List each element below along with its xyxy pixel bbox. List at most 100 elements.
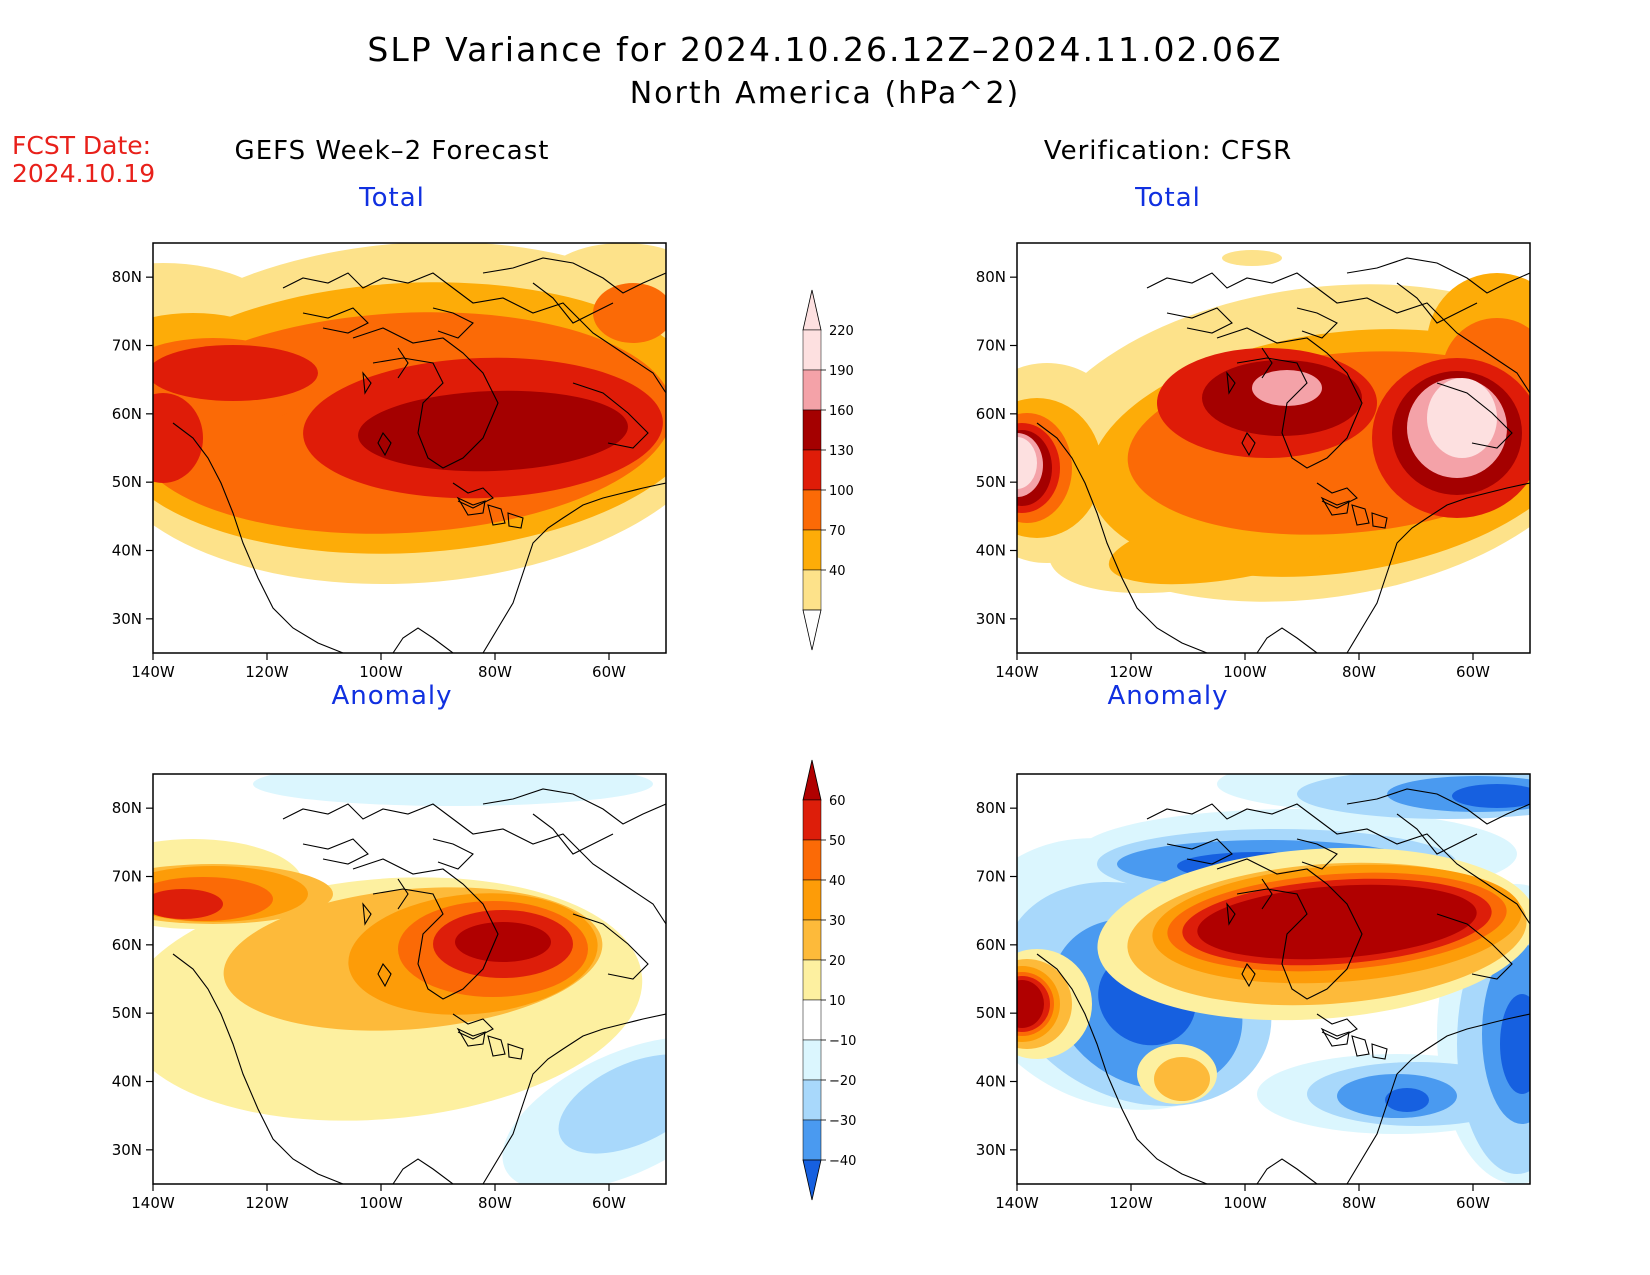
lake-outline bbox=[1320, 1027, 1350, 1047]
field-contour-fill bbox=[1222, 250, 1282, 266]
coastline-path bbox=[302, 838, 369, 865]
colorbar-label: 10 bbox=[829, 994, 846, 1009]
lake-outline bbox=[362, 902, 372, 926]
colorbar-label: 60 bbox=[829, 794, 846, 809]
colorbar-bottom-triangle bbox=[802, 1159, 822, 1201]
colorbar-label: −30 bbox=[829, 1114, 856, 1129]
lon-tick-label: 80W bbox=[1342, 1194, 1376, 1212]
column-title-gefs: GEFS Week–2 Forecast bbox=[234, 136, 550, 166]
lake-outline bbox=[377, 431, 392, 457]
coastline-path bbox=[172, 422, 344, 653]
lon-tick-label: 60W bbox=[1456, 1194, 1490, 1212]
lat-tick-label: 80N bbox=[112, 799, 142, 817]
colorbar-cell bbox=[802, 1119, 822, 1161]
shaded-field bbox=[153, 774, 666, 1184]
field-contour-fill bbox=[1017, 437, 1037, 489]
shaded-field bbox=[1017, 250, 1530, 602]
colorbar-label: 20 bbox=[829, 954, 846, 969]
field-contour-fill bbox=[593, 283, 666, 343]
lat-tick-label: 80N bbox=[976, 799, 1006, 817]
panel-title-cfsr-total: Total bbox=[1135, 183, 1201, 213]
coastline-path bbox=[1256, 627, 1318, 653]
coastlines bbox=[172, 257, 666, 653]
lake-outline bbox=[362, 371, 372, 395]
coastline-path bbox=[1436, 913, 1513, 980]
coastline-path bbox=[1216, 858, 1363, 1000]
field-contour-fill bbox=[455, 922, 551, 962]
colorbar-anomaly: 50 40 30 20 10 −10 −20 −30 −40 bbox=[802, 759, 856, 1201]
coastline-path bbox=[1261, 878, 1273, 910]
lat-tick-label: 70N bbox=[112, 868, 142, 886]
colorbar-label: 70 bbox=[829, 524, 846, 539]
colorbar-label: 40 bbox=[829, 564, 846, 579]
coastline-path bbox=[1436, 382, 1513, 449]
colorbar-label: 30 bbox=[829, 914, 846, 929]
coastline-path bbox=[482, 257, 666, 294]
coastline-path bbox=[432, 307, 474, 339]
colorbar-label: 100 bbox=[829, 484, 854, 499]
colorbar-cell bbox=[802, 409, 822, 451]
lon-tick-label: 100W bbox=[359, 1194, 403, 1212]
lat-tick-label: 40N bbox=[112, 1073, 142, 1091]
map-frame bbox=[152, 242, 667, 654]
coastline-path bbox=[452, 1013, 494, 1040]
field-contour-fill bbox=[153, 393, 203, 483]
colorbar-cell bbox=[802, 329, 822, 371]
colorbar-label: 160 bbox=[829, 404, 854, 419]
field-contour-fill bbox=[1017, 980, 1044, 1028]
panel-title-gefs-total: Total bbox=[359, 183, 425, 213]
lat-tick-label: 40N bbox=[112, 542, 142, 560]
colorbar-cell bbox=[802, 919, 822, 961]
colorbar-label: −20 bbox=[829, 1074, 856, 1089]
lat-tick-label: 60N bbox=[112, 936, 142, 954]
coastline-path bbox=[1346, 257, 1530, 294]
negative-anomaly-fill bbox=[1500, 994, 1530, 1094]
coastline-path bbox=[352, 327, 499, 469]
field-contour-fill bbox=[1427, 378, 1497, 458]
colorbar-top-triangle bbox=[802, 759, 822, 801]
colorbar-total: 190 160 130 100 70 40 bbox=[802, 289, 854, 651]
shaded-field bbox=[153, 243, 666, 585]
colorbar-label: −10 bbox=[829, 1034, 856, 1049]
lon-tick-label: 60W bbox=[1456, 663, 1490, 681]
lake-outline bbox=[377, 962, 392, 988]
colorbar-cell bbox=[802, 839, 822, 881]
lat-tick-label: 50N bbox=[976, 1004, 1006, 1022]
lat-tick-label: 70N bbox=[976, 868, 1006, 886]
coastline-path bbox=[452, 482, 494, 509]
coastlines bbox=[1036, 257, 1530, 653]
colorbar-top-triangle bbox=[802, 289, 822, 331]
coastline-path bbox=[1346, 1013, 1530, 1184]
coastline-path bbox=[1146, 272, 1530, 394]
lake-outline bbox=[456, 496, 486, 516]
lake-outline bbox=[1226, 902, 1236, 926]
negative-anomaly-fill bbox=[558, 1054, 666, 1154]
lat-tick-label: 30N bbox=[112, 610, 142, 628]
coastline-path bbox=[1256, 1158, 1318, 1184]
lake-outline bbox=[487, 504, 506, 526]
coastline-path bbox=[392, 627, 454, 653]
figure-title: SLP Variance for 2024.10.26.12Z–2024.11.… bbox=[367, 30, 1283, 69]
lat-tick-label: 60N bbox=[112, 405, 142, 423]
coastline-path bbox=[1296, 838, 1338, 870]
colorbar-cell bbox=[802, 1039, 822, 1081]
negative-anomaly-fill bbox=[1385, 1088, 1429, 1112]
coastline-path bbox=[1346, 788, 1530, 825]
lat-tick-label: 60N bbox=[976, 405, 1006, 423]
coastline-path bbox=[282, 272, 666, 394]
lake-outline bbox=[1371, 512, 1388, 529]
lat-tick-label: 30N bbox=[976, 610, 1006, 628]
lon-tick-label: 140W bbox=[131, 1194, 175, 1212]
panel-title-gefs-anomaly: Anomaly bbox=[331, 681, 453, 711]
lake-outline bbox=[507, 512, 524, 529]
lon-tick-label: 120W bbox=[1109, 1194, 1153, 1212]
coastline-path bbox=[1316, 482, 1358, 509]
lake-outline bbox=[1351, 504, 1370, 526]
colorbar-cell bbox=[802, 1079, 822, 1121]
map-panel-cfsr-total: 80N 70N 60N 50N 40N 30N 140W 120W 100W 80W 60W bbox=[976, 242, 1531, 681]
lon-tick-label: 120W bbox=[245, 663, 289, 681]
colorbar-cell bbox=[802, 569, 822, 611]
coastline-path bbox=[1166, 307, 1233, 334]
lon-tick-label: 140W bbox=[131, 663, 175, 681]
